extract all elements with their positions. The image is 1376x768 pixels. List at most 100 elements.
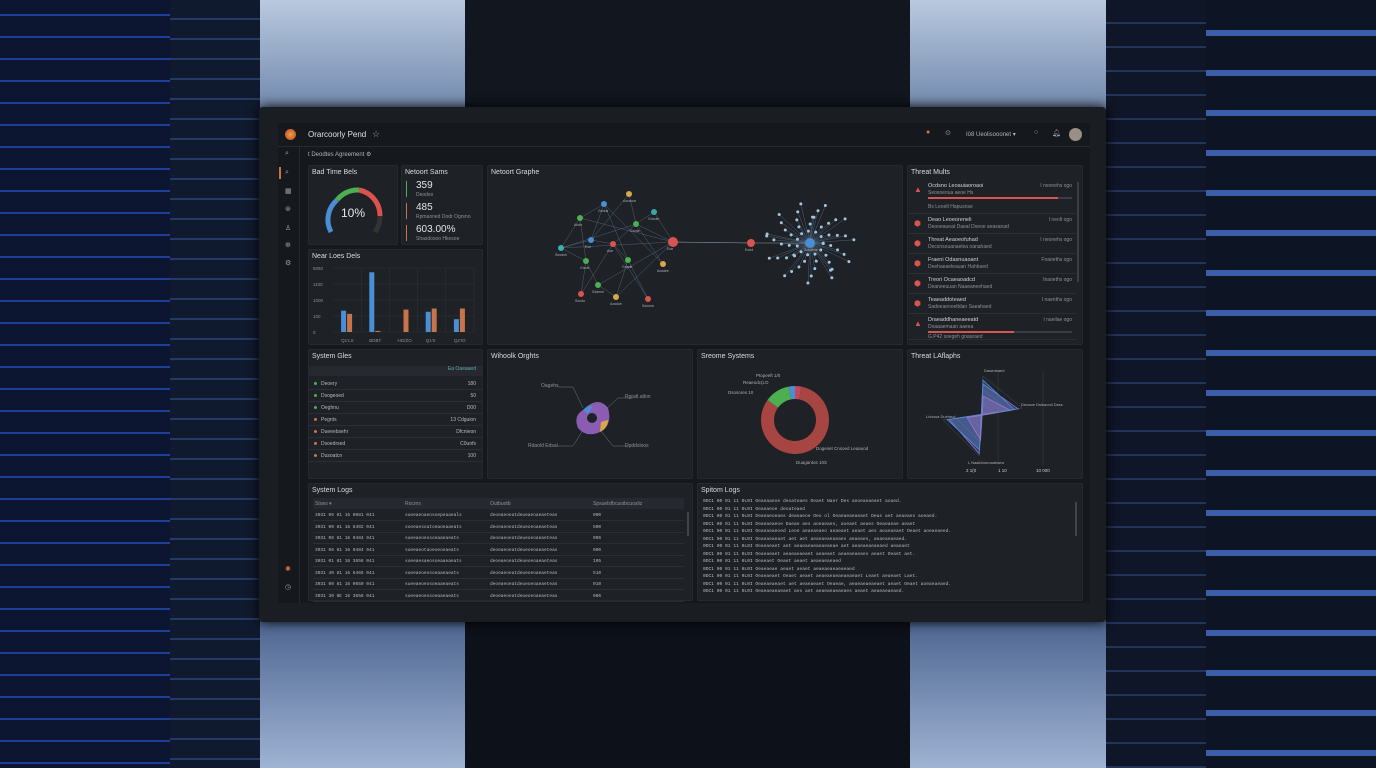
cluster-node[interactable]	[813, 252, 817, 256]
threat-alert-item[interactable]: ▲ Ocdsno Leoauiaoroaoi I neonehs ogo Seosoe…	[908, 180, 1076, 214]
table-row[interactable]: 3031 00 81 16 0650 041 sueeaeoeosoeaaeaea…	[313, 579, 684, 590]
cluster-node[interactable]	[790, 269, 794, 273]
cluster-node[interactable]	[830, 276, 834, 280]
graph-node[interactable]	[668, 237, 678, 247]
cluster-node[interactable]	[824, 253, 828, 257]
cluster-node[interactable]	[795, 244, 799, 248]
search-icon[interactable]: ⌕	[285, 150, 289, 157]
bell-icon[interactable]: 🔔︎	[1052, 130, 1061, 137]
cluster-node[interactable]	[797, 265, 801, 269]
donut-slice[interactable]	[767, 386, 792, 408]
table-row[interactable]: 3031 06 81 16 0484 941 sueeaeoeosoeaaeaea…	[313, 533, 684, 544]
graph-node[interactable]	[633, 221, 639, 227]
sidebar-item-settings[interactable]: ⚙	[285, 260, 292, 267]
cluster-node[interactable]	[808, 222, 812, 226]
graph-node[interactable]	[610, 241, 616, 247]
column-header[interactable]: Outbuotb	[490, 501, 511, 507]
sidebar-item-shield[interactable]: ⊛	[285, 206, 291, 213]
cluster-node[interactable]	[813, 267, 817, 271]
cluster-node[interactable]	[842, 252, 846, 256]
graph-node[interactable]	[558, 245, 564, 251]
graph-node[interactable]	[805, 238, 815, 248]
cluster-node[interactable]	[809, 274, 813, 278]
cluster-node[interactable]	[814, 259, 818, 263]
graph-node[interactable]	[625, 257, 631, 263]
list-item[interactable]: Dueeebsehr Dfcnieon	[309, 426, 482, 438]
graph-node[interactable]	[595, 282, 601, 288]
sidebar-item-grid[interactable]: ▦	[285, 188, 292, 195]
threat-alert-item[interactable]: ▲ Draeaddhaneaeeatd I naeilae ogo Doaaaemaa…	[908, 314, 1076, 340]
cluster-node[interactable]	[799, 202, 803, 206]
sidebar-item-globe[interactable]: ⊕	[285, 242, 291, 249]
graph-node[interactable]	[651, 209, 657, 215]
cluster-node[interactable]	[819, 225, 823, 229]
cluster-node[interactable]	[806, 253, 810, 257]
alert-badge-icon[interactable]: ●	[926, 129, 931, 136]
list-item[interactable]: Pegnts 13 Cdguion	[309, 414, 482, 426]
cluster-node[interactable]	[836, 248, 840, 252]
breadcrumb[interactable]: t Deodtes Agreement ⚙	[308, 151, 371, 158]
scrollbar[interactable]	[687, 512, 689, 536]
cluster-node[interactable]	[827, 221, 831, 225]
sidebar-item-search[interactable]: ⌕	[285, 169, 289, 176]
cluster-node[interactable]	[779, 221, 783, 225]
threat-alert-item[interactable]: ⬢ Treori Ocaeaoadcd Inaoeths ogo Deaneeuuan…	[908, 274, 1076, 294]
clock-icon[interactable]: ◷	[285, 584, 292, 591]
cluster-node[interactable]	[852, 238, 856, 242]
cluster-node[interactable]	[796, 210, 800, 214]
help-icon[interactable]: ⊙	[945, 130, 951, 137]
graph-node[interactable]	[577, 215, 583, 221]
graph-node[interactable]	[583, 258, 589, 264]
table-row[interactable]: 3031 06 81 16 0881 041 sueeaeoaeosoepeaae…	[313, 510, 684, 521]
graph-node[interactable]	[601, 201, 607, 207]
cluster-node[interactable]	[806, 281, 810, 285]
threat-alert-item[interactable]: ⬢ Deao Leoeoreneli I neolt ogo Deooeaueat D…	[908, 214, 1076, 234]
graph-node[interactable]	[626, 191, 632, 197]
donut-slice[interactable]	[788, 386, 795, 400]
list-item[interactable]: Dsoedrsed C0unfs	[309, 438, 482, 450]
graph-node[interactable]	[578, 291, 584, 297]
avatar[interactable]	[1069, 128, 1082, 141]
column-header[interactable]: Stoes ▾	[315, 501, 332, 507]
cluster-node[interactable]	[843, 234, 847, 238]
cluster-node[interactable]	[829, 268, 833, 272]
scrollbar[interactable]	[1075, 502, 1077, 536]
cluster-node[interactable]	[799, 250, 803, 254]
sun-icon[interactable]: ✺	[285, 566, 291, 573]
cluster-node[interactable]	[777, 212, 781, 216]
column-header[interactable]: Spsuelsfbcuoibcuosliz	[593, 501, 643, 507]
list-item[interactable]: Dusoatcn 100	[309, 450, 482, 462]
threat-alert-item[interactable]: ⬢ Teaeaddoteaed I naenths ogo Sadoeaeooeltd…	[908, 294, 1076, 314]
cluster-node[interactable]	[787, 243, 791, 247]
list-item[interactable]: Dsogeoed 50	[309, 390, 482, 402]
table-row[interactable]: 3031 01 81 16 3656 041 soeeaesaeosoeaaeae…	[313, 556, 684, 567]
gear-icon[interactable]: ⚙	[366, 152, 372, 158]
threat-alert-item[interactable]: ⬢ Threat Aeaoeofuhad I neonehs ogo Decsnsou…	[908, 234, 1076, 254]
cluster-node[interactable]	[847, 260, 851, 264]
cluster-node[interactable]	[806, 229, 810, 233]
cluster-node[interactable]	[800, 232, 804, 236]
cluster-node[interactable]	[772, 238, 776, 242]
threat-alert-item[interactable]: ⬢ Fraeni Odasnuaoant Fnaoeths ogo Deehaeael…	[908, 254, 1076, 274]
cluster-node[interactable]	[785, 256, 789, 260]
graph-node[interactable]	[645, 296, 651, 302]
table-row[interactable]: 3031 00 81 16 8402 041 soeeaesoatoeaoeaae…	[313, 522, 684, 533]
donut-slice[interactable]	[761, 386, 829, 454]
cluster-node[interactable]	[827, 233, 831, 237]
cluster-node[interactable]	[783, 228, 787, 232]
graph-node[interactable]	[588, 237, 594, 243]
cluster-node[interactable]	[765, 232, 769, 236]
cluster-node[interactable]	[835, 233, 839, 237]
cluster-node[interactable]	[792, 253, 796, 257]
cluster-node[interactable]	[803, 259, 807, 263]
table-row[interactable]: 3031 30 8E 16 3658 041 sueeaeoeosoeaaeaea…	[313, 591, 684, 602]
scrollbar[interactable]	[1077, 182, 1079, 282]
cluster-node[interactable]	[812, 215, 816, 219]
cluster-node[interactable]	[827, 260, 831, 264]
cluster-node[interactable]	[843, 217, 847, 221]
list-item[interactable]: Deoery 180	[309, 378, 482, 390]
cluster-node[interactable]	[783, 274, 787, 278]
column-header[interactable]: Rocrns	[405, 501, 421, 507]
cluster-node[interactable]	[816, 209, 820, 213]
flame-logo-icon[interactable]	[285, 129, 296, 140]
